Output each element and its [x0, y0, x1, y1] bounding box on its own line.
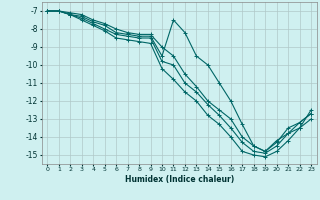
X-axis label: Humidex (Indice chaleur): Humidex (Indice chaleur): [124, 175, 234, 184]
